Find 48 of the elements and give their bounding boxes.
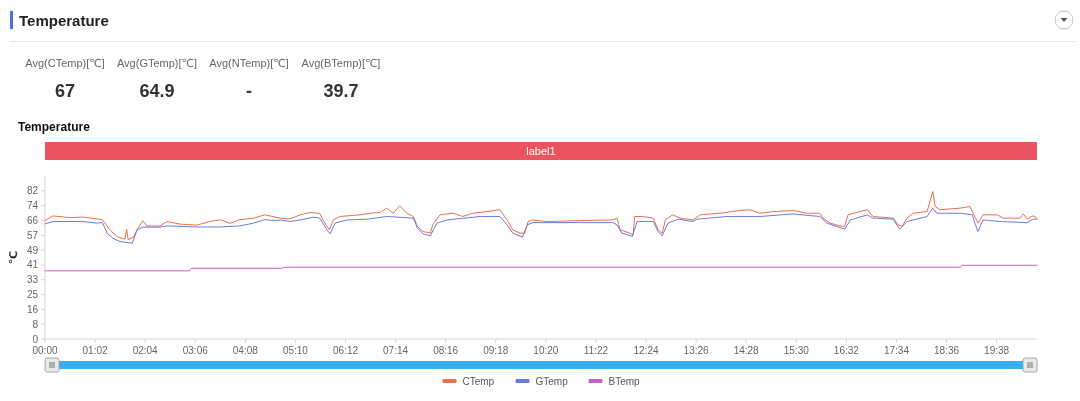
y-tick-label: 66 [26, 214, 39, 226]
x-tick-label: 05:10 [282, 345, 309, 356]
y-tick-label: 57 [26, 229, 39, 241]
x-tick-label: 00:00 [32, 345, 58, 356]
text: 39.7 [323, 81, 359, 101]
y-tick-label: 16 [26, 303, 39, 315]
x-tick-label: 16:32 [833, 345, 860, 356]
x-tick-label: 01:02 [82, 345, 109, 356]
text: Avg(BTemp)[℃] [301, 57, 381, 69]
text: Avg(GTemp)[℃] [116, 57, 198, 69]
text: 67 [54, 81, 76, 101]
y-tick-label: 8 [32, 318, 39, 330]
x-tick-label: 13:26 [683, 345, 710, 356]
y-tick-label: 33 [26, 274, 39, 286]
legend-label: GTemp [535, 375, 569, 387]
x-tick-label: 10:20 [533, 345, 559, 356]
x-tick-label: 19:38 [984, 345, 1010, 356]
y-tick-label: 49 [26, 244, 39, 256]
x-tick-label: 15:30 [783, 345, 810, 356]
x-tick-label: 06:12 [332, 345, 359, 356]
y-tick-label: 82 [26, 185, 39, 197]
y-tick-label: 74 [26, 200, 39, 212]
text: 64.9 [139, 81, 175, 101]
chart-title: Temperature [18, 120, 91, 134]
x-tick-label: 18:36 [934, 345, 960, 356]
text: Avg(CTemp)[℃] [25, 57, 105, 69]
y-tick-label: 0 [32, 333, 39, 345]
text: label1 [526, 145, 556, 157]
x-tick-label: 07:14 [383, 345, 409, 356]
text: - [246, 81, 252, 101]
text: Temperature [19, 11, 109, 29]
line-series [44, 207, 1038, 244]
y-axis-title: ℃ [7, 250, 19, 265]
y-tick-label: 41 [26, 259, 39, 271]
x-tick-label: 17:34 [883, 345, 910, 356]
y-tick-label: 25 [26, 289, 39, 301]
x-tick-label: 02:04 [132, 345, 159, 356]
x-tick-label: 11:22 [583, 345, 609, 356]
text: Avg(NTemp)[℃] [209, 57, 289, 69]
legend-label: BTemp [608, 375, 641, 387]
x-tick-label: 14:28 [733, 345, 760, 356]
legend-label: CTemp [462, 375, 495, 387]
x-tick-label: 12:24 [633, 345, 659, 356]
x-tick-label: 04:08 [232, 345, 259, 356]
x-tick-label: 09:18 [483, 345, 509, 356]
x-tick-label: 03:06 [182, 345, 209, 356]
x-tick-label: 08:16 [433, 345, 459, 356]
line-series [44, 191, 1038, 241]
